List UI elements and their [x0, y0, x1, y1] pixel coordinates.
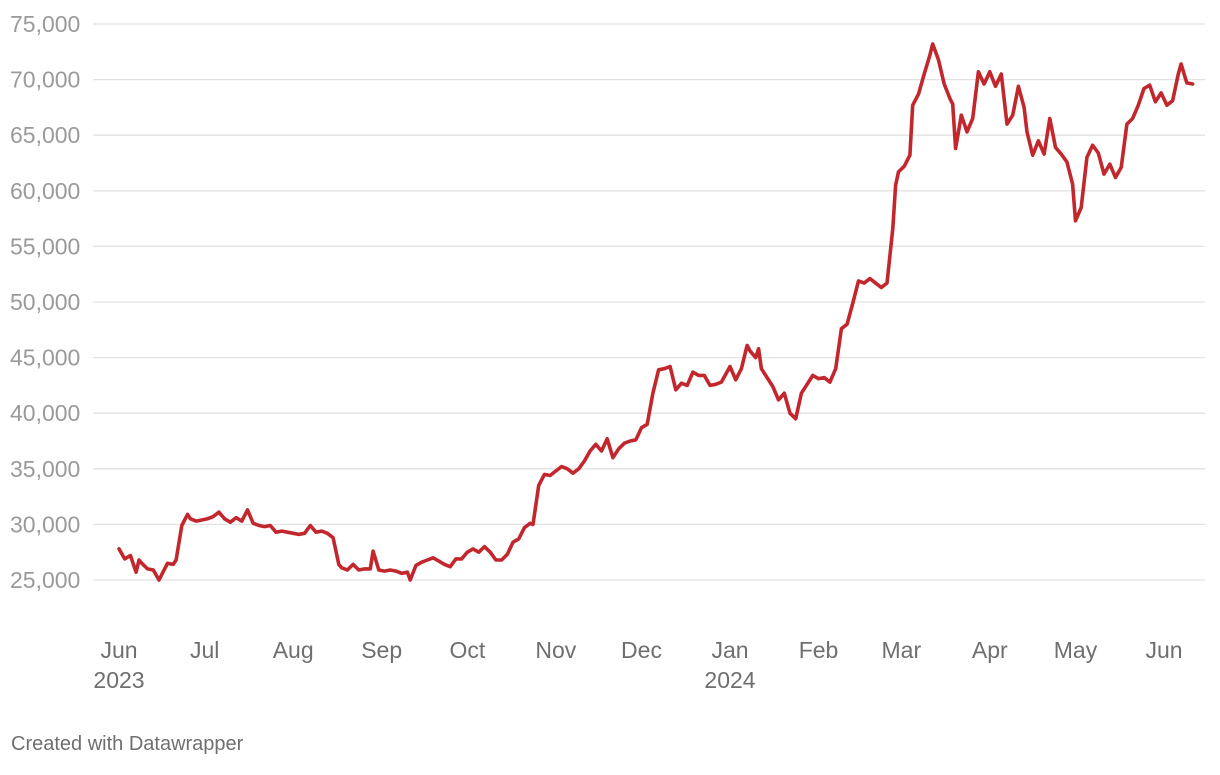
y-tick-label: 60,000	[10, 178, 80, 204]
series-layer	[117, 42, 1195, 582]
y-tick-label: 55,000	[10, 233, 80, 259]
series-line	[117, 42, 1195, 582]
y-tick-label: 35,000	[10, 456, 80, 482]
gridlines	[93, 23, 1205, 581]
y-tick-label: 30,000	[10, 511, 80, 537]
y-tick-label: 65,000	[10, 122, 80, 148]
x-tick-label: Jun	[100, 637, 137, 663]
x-tick-label: Oct	[449, 637, 485, 663]
x-tick-label: Nov	[535, 637, 576, 663]
y-tick-label: 50,000	[10, 289, 80, 315]
x-tick-label: Dec	[621, 637, 662, 663]
credit-text: Created with Datawrapper	[11, 733, 244, 755]
x-tick-year-label: 2023	[93, 667, 144, 693]
y-tick-label: 25,000	[10, 567, 80, 593]
y-axis-ticks: 25,000 30,000 35,000 40,000 45,000 50,000 55,0…	[10, 11, 80, 593]
y-tick-label: 40,000	[10, 400, 80, 426]
x-tick-label: Mar	[882, 637, 922, 663]
x-tick-label: Jan	[711, 637, 748, 663]
y-tick-label: 70,000	[10, 67, 80, 93]
x-tick-label: Jun	[1145, 637, 1182, 663]
x-tick-label: Jul	[190, 637, 219, 663]
x-tick-year-label: 2024	[704, 667, 755, 693]
x-tick-label: May	[1054, 637, 1098, 663]
x-axis-ticks: Jun 2023 Jul Aug Sep Oct Nov Dec Jan 2024 Feb Mar Ap…	[93, 637, 1182, 693]
x-tick-label: Apr	[972, 637, 1008, 663]
x-tick-label: Feb	[799, 637, 839, 663]
x-tick-label: Sep	[361, 637, 402, 663]
y-tick-label: 45,000	[10, 345, 80, 371]
y-tick-label: 75,000	[10, 11, 80, 37]
x-tick-label: Aug	[273, 637, 314, 663]
